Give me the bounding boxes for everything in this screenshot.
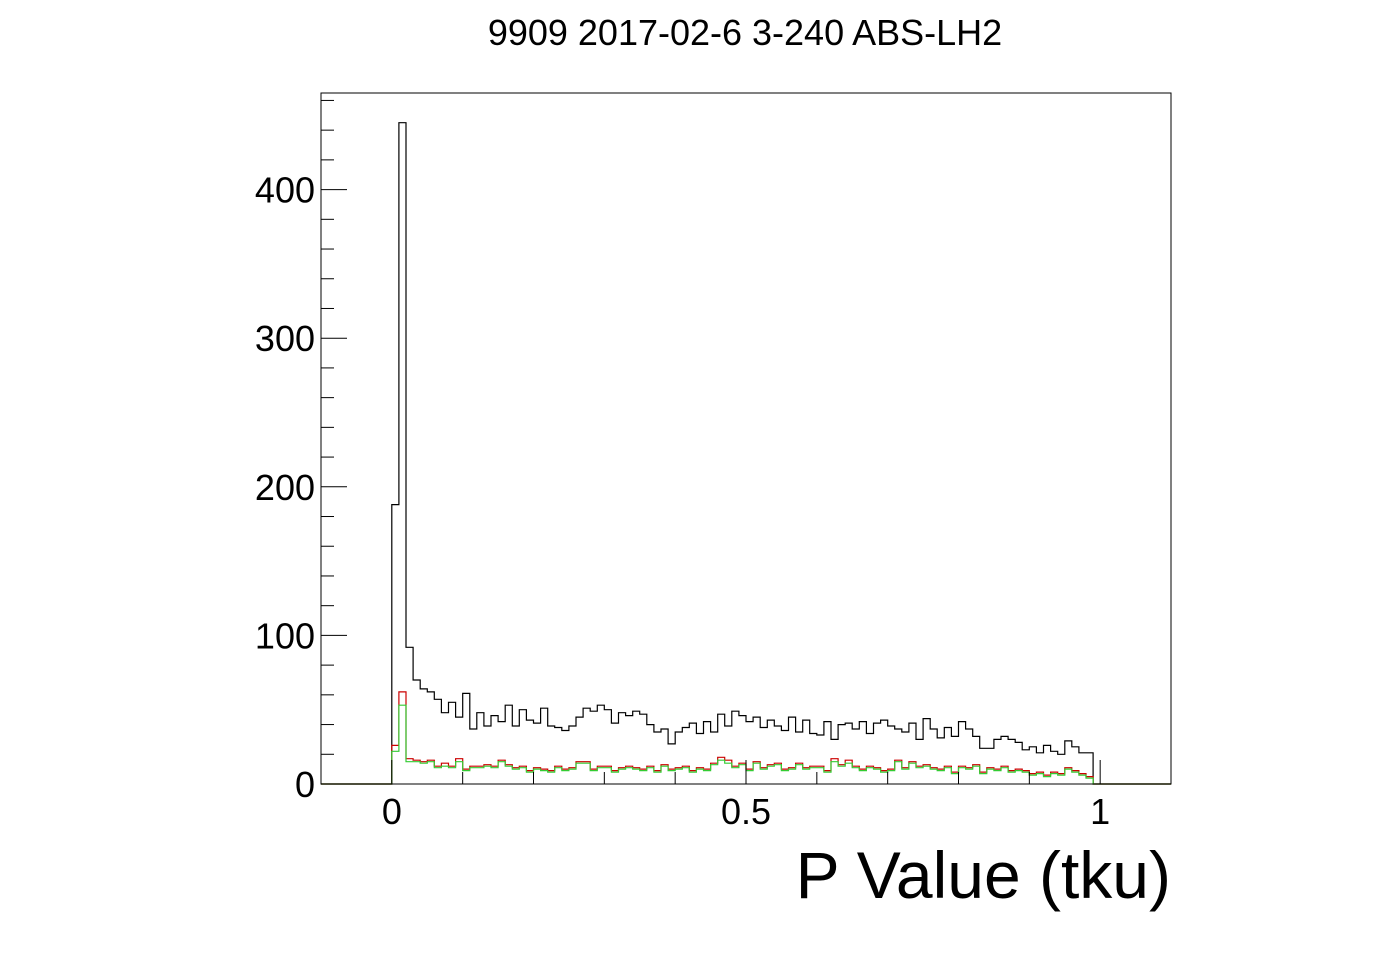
x-axis-label: P Value (tku) — [796, 838, 1171, 912]
x-tick-label: 1 — [1090, 791, 1110, 832]
plot-frame — [320, 92, 1172, 785]
y-tick-label: 0 — [295, 764, 315, 805]
x-tick-label: 0.5 — [721, 791, 771, 832]
y-tick-label: 300 — [255, 318, 315, 359]
y-tick-label: 200 — [255, 467, 315, 508]
y-tick-label: 100 — [255, 615, 315, 656]
histogram-series-1 — [321, 122, 1171, 785]
chart-title: 9909 2017-02-6 3-240 ABS-LH2 — [488, 12, 1002, 53]
y-tick-label: 400 — [255, 170, 315, 211]
x-tick-label: 0 — [382, 791, 402, 832]
ticks-layer: 0 100 200 300 400 0 0.5 1 — [255, 99, 1172, 832]
series-layer — [321, 122, 1171, 785]
